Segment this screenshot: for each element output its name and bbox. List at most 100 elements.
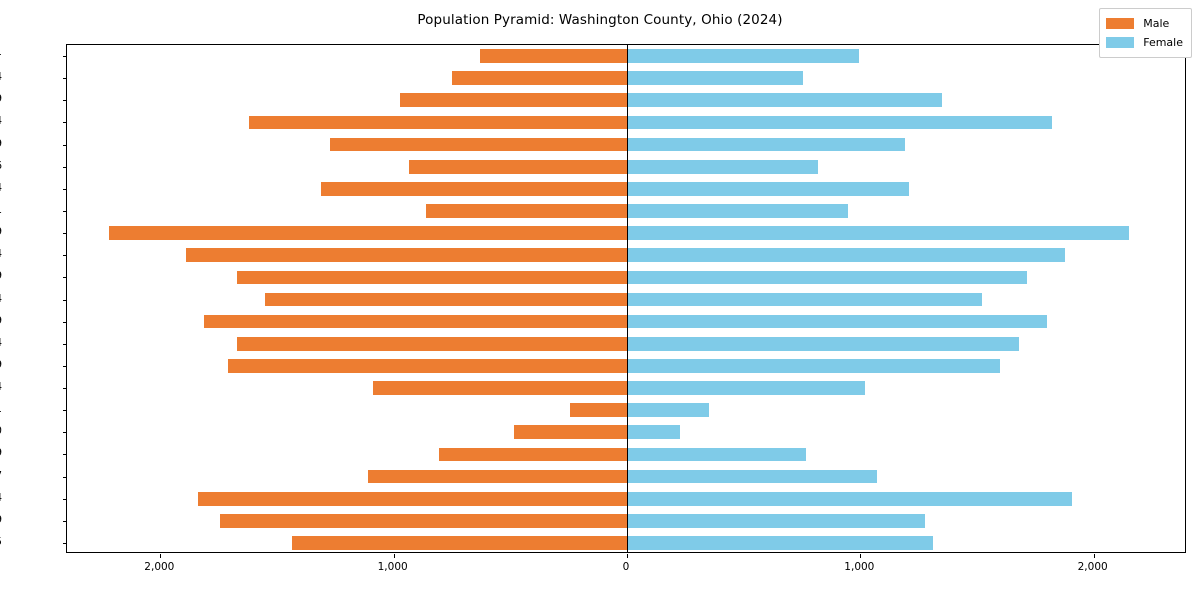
chart-legend: Male Female bbox=[1099, 8, 1192, 58]
bar-female[interactable] bbox=[627, 403, 709, 417]
y-axis-tick-label: 60-61 bbox=[0, 204, 2, 216]
bar-female[interactable] bbox=[627, 93, 942, 108]
bar-female[interactable] bbox=[627, 536, 933, 550]
bar-female[interactable] bbox=[627, 115, 1052, 130]
bar-male[interactable] bbox=[426, 204, 627, 218]
bar-female[interactable] bbox=[627, 204, 848, 218]
chart-title: Population Pyramid: Washington County, O… bbox=[417, 12, 783, 28]
bar-male[interactable] bbox=[480, 49, 627, 63]
bar-male[interactable] bbox=[197, 491, 627, 506]
bar-male[interactable] bbox=[109, 226, 627, 240]
bar-male[interactable] bbox=[219, 513, 627, 528]
bar-female[interactable] bbox=[627, 336, 1019, 351]
bar-female[interactable] bbox=[627, 447, 806, 462]
y-axis-tick-label: 10-14 bbox=[0, 492, 2, 504]
y-axis-tick-mark bbox=[63, 299, 67, 301]
y-axis-tick-mark bbox=[63, 542, 67, 544]
bar-male[interactable] bbox=[408, 159, 627, 174]
bar-male[interactable] bbox=[249, 115, 627, 130]
y-axis-tick-mark bbox=[63, 166, 67, 168]
bar-female[interactable] bbox=[627, 314, 1047, 329]
x-axis-tick-mark bbox=[393, 554, 395, 558]
bar-male[interactable] bbox=[513, 425, 627, 440]
bar-row bbox=[67, 359, 1185, 373]
y-axis-tick-mark bbox=[63, 388, 67, 390]
bar-male[interactable] bbox=[265, 292, 627, 307]
bar-female[interactable] bbox=[627, 381, 865, 395]
y-axis-tick-label: 21 bbox=[0, 403, 2, 415]
bar-male[interactable] bbox=[321, 181, 627, 196]
bar-female[interactable] bbox=[627, 513, 925, 528]
bars-layer bbox=[67, 45, 1185, 552]
bar-male[interactable] bbox=[292, 536, 627, 550]
y-axis-tick-label: 65-66 bbox=[0, 160, 2, 172]
y-axis-tick-mark bbox=[63, 498, 67, 500]
bar-row bbox=[67, 159, 1185, 174]
bar-male[interactable] bbox=[452, 71, 627, 86]
y-axis-tick-label: 35-39 bbox=[0, 315, 2, 327]
x-axis-tick-mark bbox=[160, 554, 162, 558]
legend-swatch-icon bbox=[1106, 37, 1135, 48]
bar-male[interactable] bbox=[569, 403, 627, 417]
x-axis-tick-label: 2,000 bbox=[1077, 561, 1108, 573]
x-axis-tick-mark bbox=[860, 554, 862, 558]
bar-row bbox=[67, 536, 1185, 550]
bar-male[interactable] bbox=[329, 137, 627, 152]
bar-male[interactable] bbox=[203, 314, 627, 329]
bar-female[interactable] bbox=[627, 71, 804, 86]
y-axis-tick-mark bbox=[63, 144, 67, 146]
bar-row bbox=[67, 248, 1185, 263]
bar-male[interactable] bbox=[368, 469, 627, 484]
zero-axis-line bbox=[627, 45, 628, 552]
bar-female[interactable] bbox=[627, 159, 819, 174]
bar-female[interactable] bbox=[627, 469, 877, 484]
x-axis-tick-mark bbox=[1093, 554, 1095, 558]
bar-row bbox=[67, 204, 1185, 218]
bar-row bbox=[67, 181, 1185, 196]
y-axis-tick-label: 40-44 bbox=[0, 293, 2, 305]
bar-male[interactable] bbox=[399, 93, 627, 108]
y-axis-tick-mark bbox=[63, 78, 67, 80]
y-axis-tick-label: 25-29 bbox=[0, 359, 2, 371]
bar-female[interactable] bbox=[627, 226, 1129, 240]
bar-male[interactable] bbox=[237, 270, 627, 285]
bar-male[interactable] bbox=[237, 336, 627, 351]
y-axis-tick-label: 67-69 bbox=[0, 138, 2, 150]
legend-item-female[interactable]: Female bbox=[1106, 33, 1183, 52]
bar-female[interactable] bbox=[627, 137, 905, 152]
bar-row bbox=[67, 93, 1185, 108]
bar-male[interactable] bbox=[186, 248, 627, 263]
bar-male[interactable] bbox=[228, 359, 627, 373]
bar-female[interactable] bbox=[627, 491, 1072, 506]
bar-row bbox=[67, 425, 1185, 440]
y-axis-tick-label: 5-9 bbox=[0, 514, 2, 526]
y-axis-tick-label: 22-24 bbox=[0, 381, 2, 393]
y-axis-tick-mark bbox=[63, 343, 67, 345]
bar-row bbox=[67, 336, 1185, 351]
y-axis-tick-mark bbox=[63, 432, 67, 434]
x-axis-tick-label: 1,000 bbox=[377, 561, 408, 573]
y-axis-tick-mark bbox=[63, 210, 67, 212]
bar-female[interactable] bbox=[627, 181, 910, 196]
legend-item-male[interactable]: Male bbox=[1106, 14, 1183, 33]
bar-row bbox=[67, 71, 1185, 86]
bar-female[interactable] bbox=[627, 248, 1065, 263]
bar-female[interactable] bbox=[627, 359, 1001, 373]
bar-female[interactable] bbox=[627, 49, 860, 63]
y-axis-tick-mark bbox=[63, 277, 67, 279]
y-axis-tick-mark bbox=[63, 476, 67, 478]
y-axis-tick-label: Under 5 bbox=[0, 536, 2, 548]
bar-female[interactable] bbox=[627, 292, 982, 307]
y-axis-tick-label: 70-74 bbox=[0, 115, 2, 127]
bar-female[interactable] bbox=[627, 425, 680, 440]
y-axis-tick-mark bbox=[63, 520, 67, 522]
y-axis-tick-mark bbox=[63, 255, 67, 257]
bar-male[interactable] bbox=[372, 381, 627, 395]
x-axis-tick-label: 1,000 bbox=[844, 561, 875, 573]
bar-female[interactable] bbox=[627, 270, 1028, 285]
bar-row bbox=[67, 469, 1185, 484]
bar-row bbox=[67, 314, 1185, 329]
bar-male[interactable] bbox=[439, 447, 627, 462]
y-axis-tick-label: 50-54 bbox=[0, 248, 2, 260]
